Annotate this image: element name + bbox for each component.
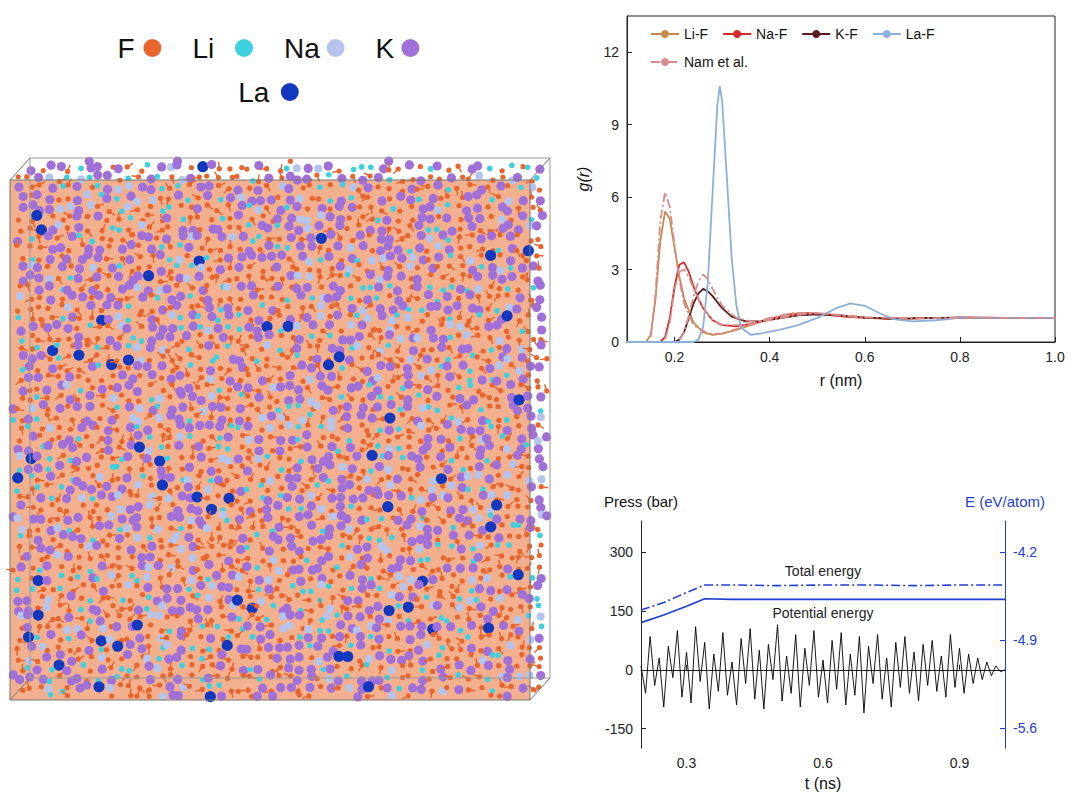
svg-text:3: 3 — [611, 262, 619, 278]
svg-text:t (ns): t (ns) — [805, 775, 841, 792]
svg-text:-4.2: -4.2 — [1013, 544, 1037, 560]
svg-text:6: 6 — [611, 189, 619, 205]
svg-text:La: La — [238, 77, 270, 108]
svg-text:0: 0 — [625, 662, 633, 678]
svg-text:9: 9 — [611, 117, 619, 133]
svg-text:1.0: 1.0 — [1045, 349, 1065, 365]
svg-text:Press (bar): Press (bar) — [604, 493, 678, 510]
svg-text:0.9: 0.9 — [950, 755, 970, 771]
svg-text:-150: -150 — [605, 721, 633, 737]
svg-text:-5.6: -5.6 — [1013, 720, 1037, 736]
svg-text:0.4: 0.4 — [760, 349, 780, 365]
svg-text:0.8: 0.8 — [950, 349, 970, 365]
svg-text:Nam et al.: Nam et al. — [684, 54, 748, 70]
svg-text:Total energy: Total energy — [785, 563, 861, 579]
svg-text:K: K — [376, 33, 395, 64]
svg-text:E (eV/atom): E (eV/atom) — [965, 493, 1045, 510]
svg-text:0.2: 0.2 — [665, 349, 685, 365]
svg-text:r (nm): r (nm) — [820, 372, 863, 389]
svg-text:K-F: K-F — [835, 26, 858, 42]
svg-text:La-F: La-F — [906, 26, 935, 42]
svg-text:Na-F: Na-F — [756, 26, 787, 42]
svg-text:g(r): g(r) — [575, 167, 592, 192]
svg-text:Li-F: Li-F — [684, 26, 708, 42]
svg-text:Potential energy: Potential energy — [772, 605, 873, 621]
svg-text:-4.9: -4.9 — [1013, 632, 1037, 648]
svg-text:Li: Li — [192, 33, 214, 64]
svg-text:0.6: 0.6 — [855, 349, 875, 365]
svg-text:0.6: 0.6 — [813, 755, 833, 771]
svg-text:Na: Na — [284, 33, 320, 64]
svg-text:0: 0 — [611, 334, 619, 350]
svg-text:F: F — [118, 33, 135, 64]
svg-text:150: 150 — [610, 603, 634, 619]
svg-text:0.3: 0.3 — [677, 755, 697, 771]
svg-text:300: 300 — [610, 544, 634, 560]
svg-text:12: 12 — [603, 44, 619, 60]
